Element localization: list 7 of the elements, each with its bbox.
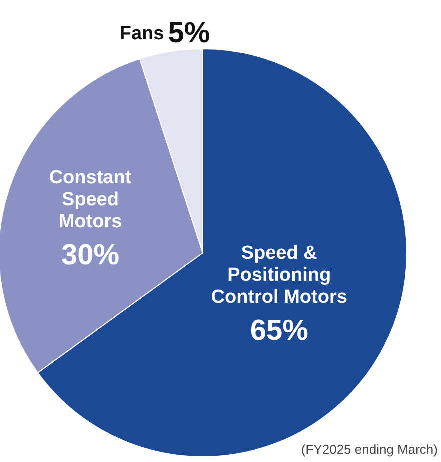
slice-label: Fans [120,23,164,44]
data-label: 5% [168,17,210,50]
slice-label: Speed & Positioning Control Motors [211,242,348,308]
slice-label: Constant Speed Motors [49,167,132,232]
text: (FY2025 ending March) [301,442,438,457]
data-label: 65% [250,314,309,347]
data-label: 30% [61,239,120,272]
